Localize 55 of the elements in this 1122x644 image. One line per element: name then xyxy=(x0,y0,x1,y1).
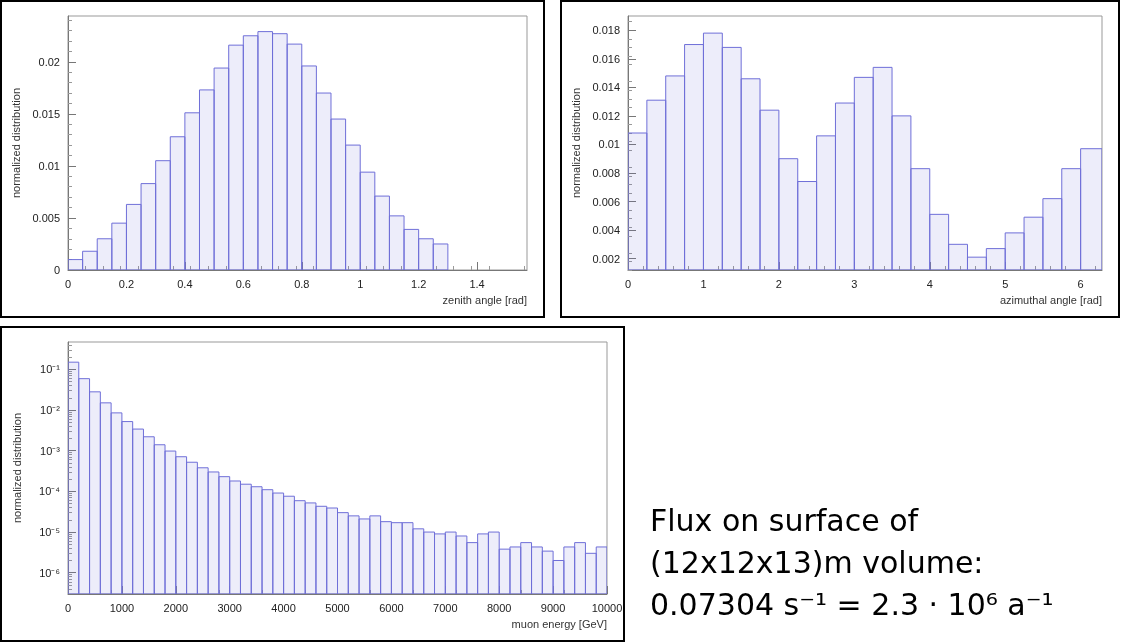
x-axis-title: azimuthal angle [rad] xyxy=(999,293,1102,306)
x-tick-label: 8000 xyxy=(486,601,512,614)
x-tick-label: 5000 xyxy=(325,601,350,614)
y-tick-label: 0.014 xyxy=(592,81,620,94)
y-tick-label: 10⁻³ xyxy=(40,444,61,457)
y-tick-label: 0 xyxy=(53,264,60,276)
x-tick-label: 1 xyxy=(357,277,364,290)
x-tick-label: 2 xyxy=(775,277,782,290)
y-tick-label: 0.01 xyxy=(38,159,60,172)
y-tick-label: 0.005 xyxy=(32,211,60,224)
x-tick-label: 9000 xyxy=(540,601,566,614)
y-tick-label: 0.004 xyxy=(592,224,620,237)
text: 0.07304 s⁻¹ = 2.3 · 10⁶ a⁻¹ xyxy=(650,586,1055,624)
text: Flux on surface of xyxy=(650,502,920,540)
x-tick-label: 7000 xyxy=(433,601,458,614)
y-tick-label: 10⁻⁴ xyxy=(39,485,61,498)
x-tick-label: 3 xyxy=(851,277,858,290)
y-tick-label: 0.016 xyxy=(592,52,620,65)
y-axis-title: normalized distribution xyxy=(570,87,583,199)
x-tick-label: 1.4 xyxy=(469,277,485,290)
x-tick-label: 1 xyxy=(700,277,707,290)
y-tick-label: 0.002 xyxy=(592,252,620,265)
y-axis-title: normalized distribution xyxy=(10,87,23,199)
x-tick-label: 2000 xyxy=(163,601,189,614)
x-tick-label: 1.2 xyxy=(411,277,427,290)
y-tick-label: 10⁻⁵ xyxy=(39,526,60,539)
y-tick-label: 0.02 xyxy=(38,55,60,68)
y-tick-label: 0.015 xyxy=(32,107,60,120)
y-tick-label: 0.012 xyxy=(592,109,620,122)
x-tick-label: 0 xyxy=(64,601,72,614)
x-tick-label: 4 xyxy=(926,277,933,290)
x-tick-label: 0 xyxy=(64,277,72,290)
x-tick-label: 5 xyxy=(1002,277,1009,290)
x-tick-label: 6 xyxy=(1077,277,1084,290)
x-tick-label: 0.6 xyxy=(235,277,251,290)
y-tick-label: 0.018 xyxy=(592,24,620,37)
x-tick-label: 0.8 xyxy=(294,277,310,290)
y-axis-title: normalized distribution xyxy=(10,412,23,524)
y-tick-label: 10⁻² xyxy=(40,404,61,417)
y-tick-label: 10⁻⁶ xyxy=(39,566,60,579)
x-tick-label: 0.4 xyxy=(177,277,193,290)
x-axis-title: muon energy [GeV] xyxy=(511,617,607,630)
x-tick-label: 0.2 xyxy=(118,277,135,290)
y-tick-label: 0.01 xyxy=(598,138,620,151)
x-tick-label: 0 xyxy=(624,277,632,290)
x-tick-label: 6000 xyxy=(379,601,404,614)
x-tick-label: 4000 xyxy=(271,601,296,614)
y-tick-label: 0.006 xyxy=(592,195,620,208)
x-tick-label: 1000 xyxy=(109,601,135,614)
x-tick-label: 3000 xyxy=(217,601,242,614)
y-tick-label: 0.008 xyxy=(592,166,620,179)
text: (12x12x13)m volume: xyxy=(650,544,985,582)
x-axis-title: zenith angle [rad] xyxy=(442,293,527,306)
y-tick-label: 10⁻¹ xyxy=(40,363,61,376)
x-tick-label: 10000 xyxy=(591,601,623,614)
